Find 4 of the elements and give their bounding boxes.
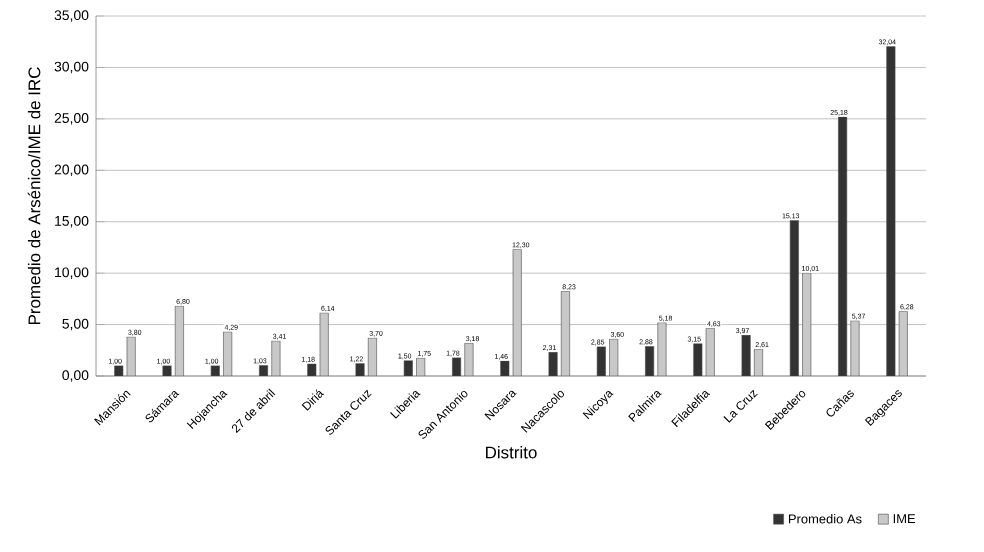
x-axis-title: Distrito — [486, 446, 537, 459]
bar — [850, 320, 860, 376]
bar — [657, 322, 667, 376]
y-axis-title: Promedio de Arsénico/IME de IRC — [27, 67, 41, 325]
